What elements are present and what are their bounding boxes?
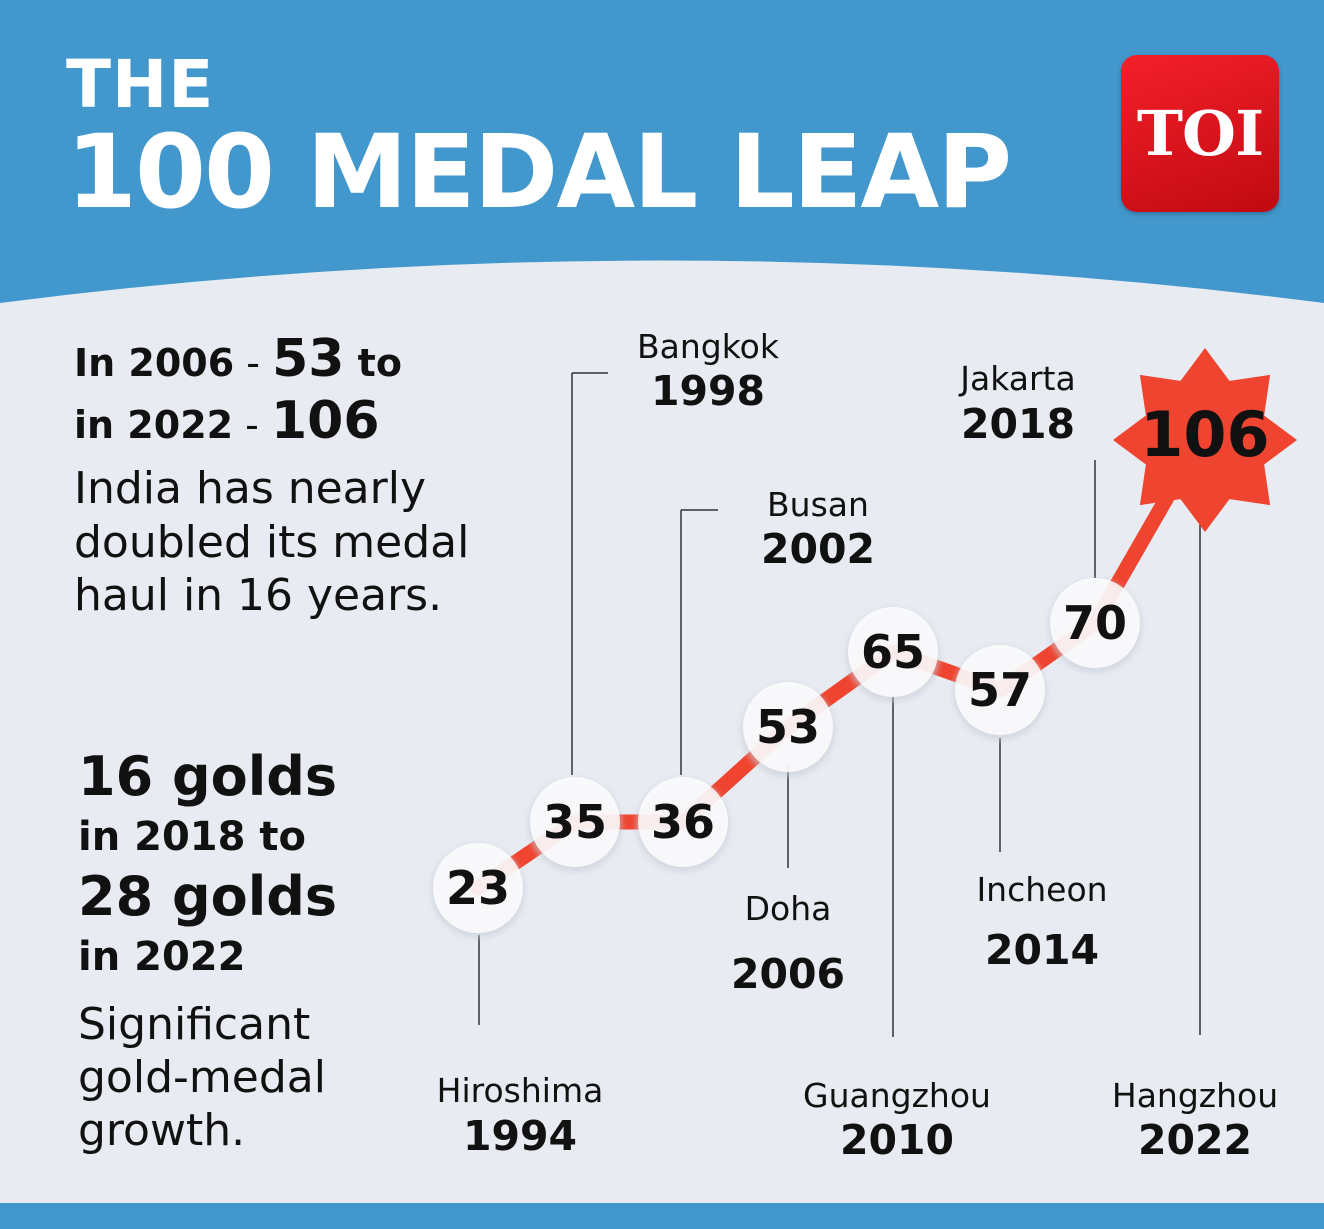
- data-label-value: 57: [968, 663, 1032, 717]
- data-point-marker: [743, 682, 833, 772]
- gold-year-2018: in 2018 to: [78, 814, 306, 860]
- data-point-marker: [848, 607, 938, 697]
- data-label-value: 23: [446, 861, 510, 915]
- city-label: Hangzhou: [1112, 1076, 1278, 1115]
- gold-year-2022: in 2022: [78, 934, 246, 980]
- data-label-value: 70: [1063, 596, 1127, 650]
- highlight-text: to: [344, 341, 402, 385]
- year-label: 1998: [651, 367, 765, 415]
- highlight-value: 53: [272, 329, 345, 389]
- year-label: 2006: [731, 950, 845, 998]
- city-label: Jakarta: [958, 359, 1075, 398]
- year-label: 2014: [985, 926, 1099, 974]
- data-label-value: 36: [651, 795, 715, 849]
- data-label-value: 53: [756, 700, 820, 754]
- data-point-marker: [530, 777, 620, 867]
- highlight-star-marker: [1113, 348, 1297, 532]
- highlight-medal-growth: In 2006 - 53 to in 2022 - 106: [74, 330, 494, 454]
- highlight-separator: -: [234, 341, 273, 385]
- data-point-marker: [955, 645, 1045, 735]
- description-gold-growth: Significant gold-medal growth.: [78, 999, 326, 1156]
- highlight-value: 106: [270, 391, 380, 451]
- city-label: Bangkok: [637, 327, 780, 366]
- year-label: 1994: [463, 1112, 577, 1160]
- data-label-value: 35: [543, 795, 607, 849]
- city-label: Incheon: [976, 870, 1107, 909]
- highlight-text: in 2022: [74, 403, 234, 447]
- footer-bar: [0, 1203, 1324, 1229]
- city-label: Guangzhou: [803, 1076, 991, 1115]
- gold-count-2018: 16 golds: [78, 745, 338, 808]
- data-point-marker: [1050, 578, 1140, 668]
- data-point-marker: [433, 843, 523, 933]
- toi-logo: TOI: [1121, 55, 1279, 212]
- year-label: 2018: [961, 400, 1075, 448]
- header-banner: [0, 0, 1324, 303]
- gold-count-2022: 28 golds: [78, 865, 338, 928]
- year-label: 2002: [761, 525, 875, 573]
- headline-line-1: THE: [66, 46, 215, 123]
- city-label: Hiroshima: [437, 1071, 604, 1110]
- city-label: Busan: [767, 485, 869, 524]
- data-label-value: 65: [861, 625, 925, 679]
- year-label: 2010: [840, 1116, 954, 1164]
- data-label-value: 106: [1140, 398, 1269, 471]
- highlight-separator: -: [233, 403, 271, 447]
- year-label: 2022: [1138, 1116, 1252, 1164]
- description-medal-haul: India has nearly doubled its medal haul …: [74, 463, 470, 621]
- headline-line-2: 100 MEDAL LEAP: [66, 113, 1012, 232]
- highlight-text: In 2006: [74, 341, 235, 385]
- data-point-marker: [638, 777, 728, 867]
- city-label: Doha: [745, 889, 832, 928]
- highlight-gold-growth: 16 golds in 2018 to 28 golds in 2022: [78, 745, 498, 985]
